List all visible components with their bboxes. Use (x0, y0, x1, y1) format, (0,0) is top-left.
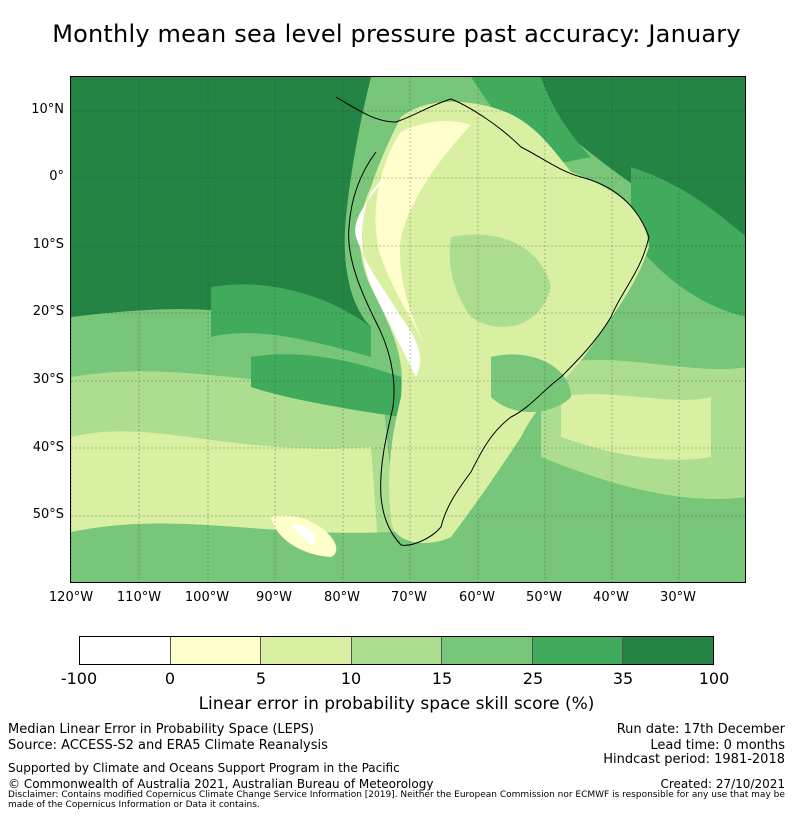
lon-tick-label: 70°W (391, 590, 427, 605)
footer-copyright: © Commonwealth of Australia 2021, Austra… (8, 777, 434, 791)
colorbar-segment (623, 637, 714, 664)
south-atlantic-band (561, 394, 711, 460)
lat-tick-label: 20°S (32, 304, 64, 319)
colorbar-segment (532, 637, 624, 664)
footer-disclaimer: Disclaimer: Contains modified Copernicus… (8, 790, 785, 810)
lon-tick-label: 80°W (324, 590, 360, 605)
skill-score-map (70, 76, 746, 583)
colorbar-tick-label: 100 (698, 669, 730, 688)
colorbar-tick-label: 0 (164, 669, 176, 688)
colorbar (79, 636, 714, 665)
footer-method: Median Linear Error in Probability Space… (8, 722, 315, 737)
pacific-band (251, 354, 401, 417)
lat-tick-label: 30°S (32, 372, 64, 387)
lat-tick-label: 0° (49, 169, 64, 184)
footer-hindcast-period: Hindcast period: 1981-2018 (603, 752, 785, 767)
colorbar-tick-label: 15 (431, 669, 453, 688)
atlantic-high-skill-region (541, 77, 745, 237)
chart-title: Monthly mean sea level pressure past acc… (52, 20, 741, 48)
andes-low-skill-band (375, 121, 471, 347)
colorbar-segment (80, 637, 171, 664)
lon-tick-label: 100°W (184, 590, 230, 605)
colorbar-label: Linear error in probability space skill … (198, 694, 595, 714)
lon-tick-label: 110°W (116, 590, 162, 605)
interior-band (449, 234, 551, 327)
lon-tick-label: 40°W (593, 590, 629, 605)
atlantic-band (631, 167, 745, 317)
footer-lead-time: Lead time: 0 months (650, 738, 785, 753)
footer-support: Supported by Climate and Oceans Support … (8, 761, 400, 775)
south-america-coastline (335, 96, 650, 546)
footer-run-date: Run date: 17th December (616, 722, 785, 737)
lat-tick-label: 50°S (32, 507, 64, 522)
colorbar-tick-label: -100 (60, 669, 98, 688)
footer-source: Source: ACCESS-S2 and ERA5 Climate Reana… (8, 738, 328, 753)
colorbar-tick-label: 10 (340, 669, 362, 688)
lon-tick-label: 90°W (256, 590, 292, 605)
lon-tick-label: 50°W (526, 590, 562, 605)
map-canvas (71, 77, 745, 582)
lat-tick-label: 10°N (31, 102, 64, 117)
colorbar-segment (261, 637, 352, 664)
lat-tick-label: 40°S (32, 440, 64, 455)
low-skill-patch (291, 524, 316, 545)
footer-created-date: Created: 27/10/2021 (660, 777, 785, 791)
colorbar-segment (442, 637, 533, 664)
colorbar-segment (351, 637, 443, 664)
interior-band (491, 354, 571, 412)
pacific-band (211, 284, 371, 357)
colorbar-tick-label: 5 (255, 669, 267, 688)
lon-tick-label: 120°W (48, 590, 94, 605)
atlantic-band (471, 77, 591, 167)
colorbar-segment (170, 637, 262, 664)
lat-tick-label: 10°S (32, 237, 64, 252)
colorbar-tick-label: 25 (522, 669, 544, 688)
lon-tick-label: 30°W (660, 590, 696, 605)
lon-tick-label: 60°W (459, 590, 495, 605)
map-gridlines (71, 77, 745, 582)
pacific-high-skill-region (71, 77, 371, 357)
andes-lowest-skill-band (355, 167, 421, 377)
southern-ocean-band (71, 523, 745, 582)
colorbar-tick-label: 35 (612, 669, 634, 688)
